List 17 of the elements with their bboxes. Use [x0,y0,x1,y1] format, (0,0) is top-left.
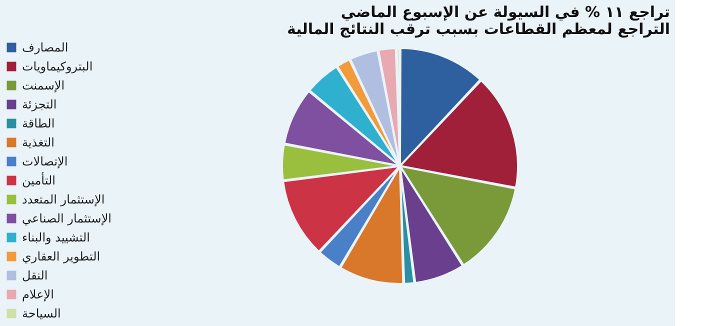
legend-label: النقل [22,268,48,282]
legend-label: الإستثمار الصناعي [22,212,112,226]
legend-label: السياحة [22,306,61,320]
legend-label: الإستثمار المتعدد [22,192,105,206]
legend-label: البتروكيماويات [22,60,93,74]
legend-label: التأمين [22,172,56,188]
legend-label: الإسمنت [22,78,65,92]
text: تراجع ١١ % في السيولة عن الإسبوع الماضي [340,3,670,21]
legend-label: الطاقة [22,116,55,130]
legend-label: المصارف [22,40,68,54]
legend-label: الإعلام [22,288,54,302]
legend-label: التغذية [22,136,54,150]
text: التراجع لمعظم القطاعات بسبب ترقب النتائج المالية [286,20,670,38]
legend-label: التجزئة [22,98,57,112]
legend-label: التشييد والبناء [22,230,90,244]
legend-label: الإتصالات [22,154,68,168]
legend-label: التطوير العقاري [22,250,100,264]
